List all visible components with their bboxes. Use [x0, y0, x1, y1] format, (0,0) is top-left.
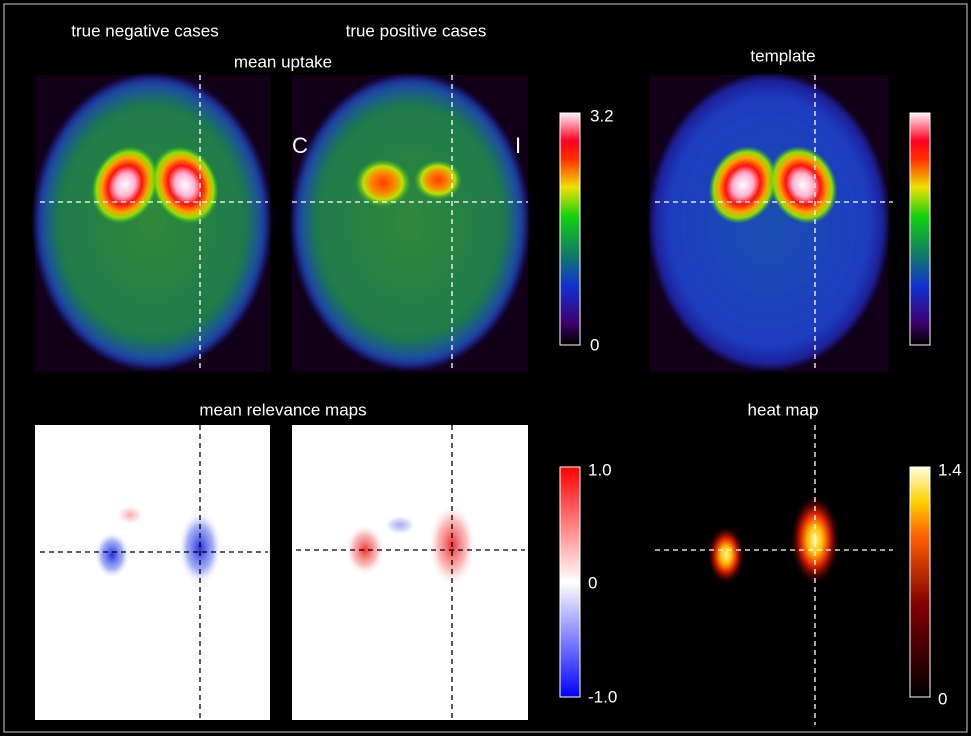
brain-true-negative	[35, 75, 270, 372]
title: mean relevance maps	[199, 400, 366, 419]
title: true positive cases	[346, 21, 487, 40]
title: true negative cases	[71, 21, 218, 40]
colorbar-uptake	[560, 113, 580, 345]
colorbar-label: 1.0	[588, 460, 612, 479]
colorbar-label: -1.0	[588, 687, 617, 706]
colorbar-label: 0	[938, 689, 947, 708]
side-label: C	[292, 133, 308, 158]
subtitle: mean uptake	[234, 52, 332, 71]
colorbar-relevance	[560, 467, 580, 697]
brain-template	[650, 75, 893, 372]
colorbar-label: 0	[588, 573, 597, 592]
colorbar-label: 3.2	[590, 106, 614, 125]
relevance-true-negative	[35, 425, 270, 720]
title: heat map	[748, 400, 819, 419]
relevance-true-positive	[292, 425, 528, 720]
colorbar-template	[910, 113, 930, 345]
title: template	[750, 46, 815, 65]
figure: true negative cases true positive cases …	[0, 0, 971, 736]
brain-true-positive	[292, 75, 528, 372]
colorbar-label: 0	[590, 335, 599, 354]
colorbar-heat	[910, 467, 930, 697]
side-label: I	[515, 133, 521, 158]
colorbar-label: 1.4	[938, 460, 962, 479]
